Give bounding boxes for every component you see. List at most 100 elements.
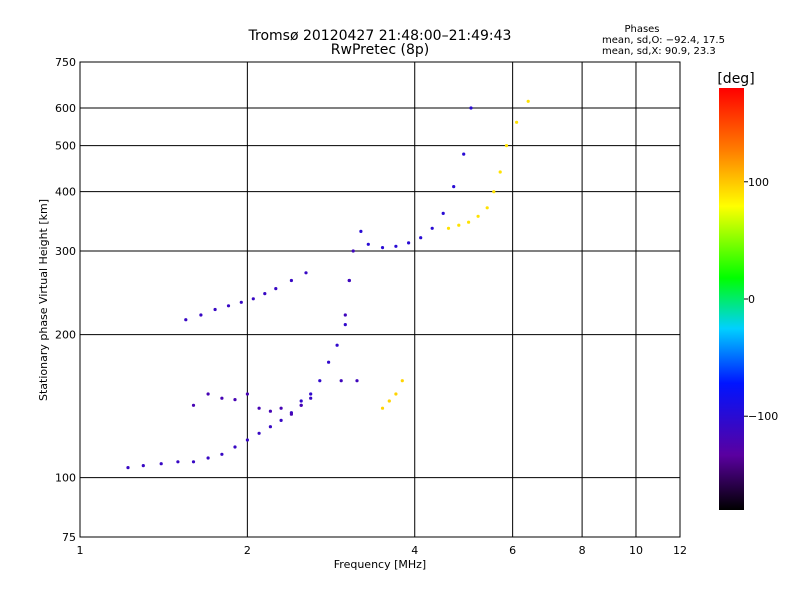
x-tick-label: 6 — [509, 544, 516, 557]
x-tick-label: 8 — [579, 544, 586, 557]
data-point — [299, 403, 303, 407]
series — [446, 99, 530, 230]
data-point — [206, 392, 210, 396]
series — [191, 392, 303, 416]
data-point — [257, 431, 261, 435]
colorbar — [719, 88, 744, 510]
data-point — [159, 462, 163, 466]
data-point — [462, 152, 466, 156]
data-point — [239, 300, 243, 304]
y-tick-label: 500 — [55, 140, 76, 153]
data-point — [430, 226, 434, 230]
colorbar-tick-label: 100 — [748, 176, 769, 189]
data-point — [400, 379, 404, 383]
data-point — [339, 379, 343, 383]
data-point — [279, 406, 283, 410]
series — [184, 271, 308, 322]
data-point — [318, 379, 322, 383]
series — [359, 106, 473, 250]
x-tick-label: 2 — [244, 544, 251, 557]
data-point — [485, 206, 489, 210]
data-point — [289, 412, 293, 416]
colorbar-tick-label: −100 — [748, 410, 778, 423]
data-point — [359, 229, 363, 233]
data-point — [394, 392, 398, 396]
chart-subtitle: RwPretec (8p) — [331, 42, 429, 58]
x-tick-label: 10 — [629, 544, 643, 557]
data-point — [206, 456, 210, 460]
series — [339, 249, 359, 383]
data-point — [220, 396, 224, 400]
data-point — [289, 278, 293, 283]
data-point — [355, 379, 359, 383]
data-point — [394, 244, 398, 248]
data-point — [476, 214, 480, 218]
x-axis-ticks: 1 2 4 6 8 10 12 — [77, 544, 688, 557]
data-point — [245, 392, 249, 396]
data-point — [492, 190, 496, 194]
data-point — [504, 144, 509, 148]
colorbar-ticks: 100 0 −100 — [744, 176, 778, 423]
data-point — [220, 452, 224, 456]
data-point — [263, 292, 267, 296]
data-point — [366, 242, 370, 246]
data-point — [176, 460, 180, 464]
x-tick-label: 1 — [77, 544, 84, 557]
x-axis-label: Frequency [MHz] — [334, 558, 426, 571]
data-point — [335, 343, 339, 347]
data-point — [213, 307, 217, 312]
y-tick-label: 100 — [55, 472, 76, 485]
y-tick-label: 200 — [55, 329, 76, 342]
data-point — [126, 466, 130, 470]
data-point — [343, 323, 347, 327]
x-tick-label: 12 — [673, 544, 687, 557]
chart-title: Tromsø 20120427 21:48:00–21:49:43 — [248, 28, 512, 44]
data-point — [419, 236, 423, 240]
data-point — [387, 399, 391, 403]
y-tick-label: 300 — [55, 245, 76, 258]
data-point — [184, 318, 188, 322]
data-point — [226, 304, 231, 308]
data-point — [279, 418, 283, 422]
data-point — [199, 313, 203, 317]
y-tick-label: 600 — [55, 102, 76, 115]
phase-stats-line-o: mean, sd,O: −92.4, 17.5 — [602, 35, 725, 46]
grid-lines — [80, 62, 680, 537]
data-point — [457, 223, 461, 227]
y-tick-label: 75 — [62, 531, 76, 544]
series — [299, 278, 351, 403]
data-point — [233, 445, 237, 449]
data-point — [309, 392, 313, 396]
data-point — [233, 398, 237, 402]
colorbar-tick-label: 0 — [748, 293, 755, 306]
data-point — [452, 185, 456, 189]
colorbar-label: [deg] — [717, 71, 754, 87]
data-point — [327, 360, 331, 364]
series — [380, 379, 404, 410]
data-point — [469, 106, 473, 110]
series — [126, 396, 313, 470]
phase-stats-title: Phases — [624, 24, 659, 35]
data-point — [141, 464, 145, 468]
data-point — [191, 403, 196, 407]
y-tick-label: 750 — [55, 56, 76, 69]
data-point — [268, 425, 272, 429]
data-point — [351, 249, 355, 253]
phase-stats-line-x: mean, sd,X: 90.9, 23.3 — [602, 46, 716, 57]
data-point — [347, 278, 351, 283]
data-point — [498, 170, 502, 174]
data-point — [268, 409, 272, 413]
data-point — [245, 438, 249, 442]
data-point — [343, 313, 347, 317]
plot-frame — [79, 61, 681, 538]
data-point — [257, 406, 261, 410]
data-point — [441, 211, 445, 215]
data-point — [446, 226, 451, 230]
data-point — [407, 241, 411, 245]
y-axis-label: Stationary phase Virtual Height [km] — [37, 199, 50, 401]
data-point — [309, 396, 313, 400]
data-point — [191, 460, 196, 464]
data-point — [380, 246, 385, 250]
data-point — [467, 220, 471, 224]
